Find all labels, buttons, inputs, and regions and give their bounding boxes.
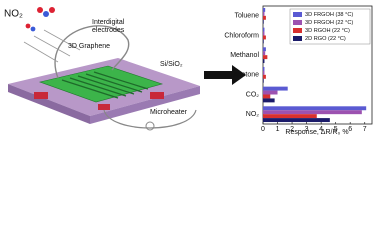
- pad: [98, 104, 110, 110]
- pad: [34, 92, 48, 99]
- x-tick-label: 5: [334, 126, 338, 133]
- chart: Response, ΔR/R₀ % 0 1 2 3 4 5 6 7 Toluene Chlorof…: [224, 5, 373, 136]
- bar: [263, 27, 265, 32]
- bar: [263, 74, 266, 79]
- y-tick-label: Chloroform: [224, 32, 259, 39]
- bar: [263, 66, 265, 71]
- legend-label: 3D FRGOH (38 °C): [305, 12, 353, 18]
- legend-label: 3D FRGOH (22 °C): [305, 20, 353, 26]
- bar: [263, 90, 278, 95]
- wire: [54, 25, 130, 79]
- substrate-side: [8, 84, 90, 124]
- bar: [263, 70, 265, 75]
- label-line: electrodes: [92, 27, 125, 34]
- legend-swatch: [293, 28, 302, 33]
- figure: NO₂ Interdigital electrodes 3D Graphene …: [4, 5, 373, 136]
- x-tick-label: 6: [348, 126, 352, 133]
- device-diagram: NO₂ Interdigital electrodes 3D Graphene …: [4, 7, 246, 131]
- wire: [103, 109, 197, 129]
- bar: [263, 47, 266, 52]
- bar: [263, 114, 317, 119]
- molecules: [25, 7, 55, 32]
- bar: [263, 19, 264, 24]
- substrate-label: Si/SiO₂: [160, 61, 183, 68]
- gas-flow: [23, 29, 81, 63]
- legend-label: 2D RGO (22 °C): [305, 36, 346, 42]
- bar: [263, 55, 268, 60]
- x-tick-label: 2: [290, 126, 294, 133]
- bar: [263, 35, 266, 40]
- y-tick-label: CO₂: [246, 91, 260, 98]
- heater-coil: [145, 121, 155, 131]
- y-tick-label: Methanol: [230, 52, 259, 59]
- x-tick-label: 4: [319, 126, 323, 133]
- bar: [263, 7, 266, 12]
- bar: [263, 98, 275, 103]
- y-tick-label: Toluene: [234, 13, 259, 20]
- pad: [150, 92, 164, 99]
- arrow: [204, 65, 246, 85]
- x-tick-label: 3: [305, 126, 309, 133]
- y-tick-label: Acetone: [233, 72, 259, 79]
- bar: [263, 31, 265, 36]
- label-line: Interdigital: [92, 19, 125, 26]
- x-tick-label: 0: [261, 126, 265, 133]
- bar: [263, 118, 330, 123]
- legend-box: [289, 8, 371, 45]
- legend-label: 3D RGOH (22 °C): [305, 28, 350, 34]
- substrate-front: [90, 86, 200, 124]
- bar: [263, 15, 266, 20]
- plot-frame: [262, 5, 373, 125]
- x-tick-label: 7: [363, 126, 367, 133]
- bar: [263, 86, 288, 91]
- bar: [263, 110, 362, 115]
- legend-swatch: [293, 12, 302, 17]
- heater-label: Microheater: [150, 109, 188, 116]
- bar: [263, 11, 265, 16]
- electrode-combs: [61, 71, 149, 99]
- bar: [263, 51, 266, 56]
- electrodes-label: Interdigital electrodes: [92, 19, 126, 34]
- gas-label: NO₂: [4, 9, 23, 20]
- x-axis-label: Response, ΔR/R₀ %: [285, 129, 348, 136]
- bar: [263, 78, 264, 83]
- x-tick-label: 1: [276, 126, 280, 133]
- legend-swatch: [293, 20, 302, 25]
- y-tick-label: NO₂: [246, 111, 260, 118]
- bar: [263, 106, 367, 111]
- bar: [263, 59, 265, 64]
- legend-swatch: [293, 36, 302, 41]
- graphene-label: 3D Graphene: [68, 43, 110, 50]
- bar: [263, 39, 264, 44]
- bar: [263, 94, 271, 99]
